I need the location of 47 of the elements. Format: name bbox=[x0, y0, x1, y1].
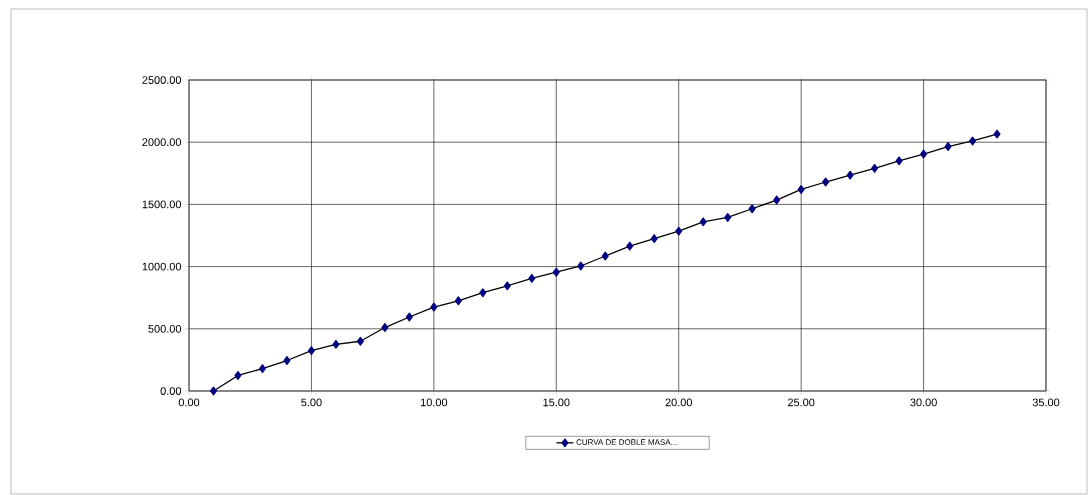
point bbox=[405, 312, 413, 322]
point bbox=[577, 261, 585, 271]
point bbox=[773, 195, 781, 205]
point bbox=[626, 241, 634, 251]
x-tick-label: 0.00 bbox=[178, 398, 200, 407]
x-tick-label: 5.00 bbox=[301, 398, 322, 407]
point bbox=[430, 302, 438, 312]
point bbox=[258, 364, 266, 374]
point bbox=[552, 267, 560, 277]
point bbox=[479, 288, 487, 298]
y-tick-label: 500.00 bbox=[148, 324, 182, 333]
point bbox=[307, 346, 315, 356]
x-tick-label: 35.00 bbox=[1032, 398, 1060, 407]
point bbox=[724, 213, 732, 222]
point bbox=[503, 281, 511, 291]
point bbox=[993, 129, 1001, 139]
point bbox=[234, 371, 242, 380]
point bbox=[381, 323, 389, 333]
point bbox=[528, 273, 536, 283]
point bbox=[797, 185, 805, 194]
point bbox=[675, 226, 683, 236]
point bbox=[699, 217, 707, 227]
point bbox=[895, 156, 903, 166]
point bbox=[822, 177, 830, 187]
y-tick-label: 0.00 bbox=[160, 387, 182, 395]
point bbox=[944, 142, 952, 151]
y-tick-label: 2500.00 bbox=[142, 76, 182, 84]
point bbox=[969, 136, 977, 146]
point bbox=[209, 386, 217, 396]
point bbox=[283, 356, 291, 365]
point bbox=[601, 251, 609, 261]
point bbox=[356, 336, 364, 346]
y-tick-label: 2000.00 bbox=[142, 138, 182, 147]
x-tick-label: 10.00 bbox=[420, 398, 448, 407]
x-tick-label: 20.00 bbox=[665, 398, 692, 407]
point bbox=[871, 163, 879, 173]
point bbox=[846, 170, 854, 180]
point bbox=[748, 204, 756, 214]
x-tick-label: 30.00 bbox=[910, 398, 937, 407]
y-tick-label: 1500.00 bbox=[142, 200, 182, 209]
y-tick-label: 1000.00 bbox=[142, 262, 182, 271]
point bbox=[454, 296, 462, 306]
point bbox=[920, 149, 928, 159]
x-tick-label: 25.00 bbox=[787, 398, 815, 407]
x-tick-label: 15.00 bbox=[543, 398, 570, 407]
point bbox=[650, 234, 658, 244]
point bbox=[332, 339, 340, 349]
